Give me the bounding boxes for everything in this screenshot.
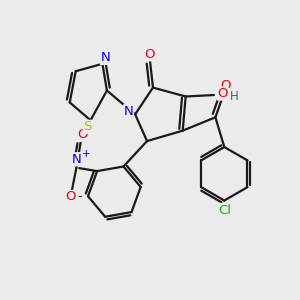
Text: Cl: Cl <box>218 203 231 217</box>
Text: O: O <box>77 128 88 141</box>
Text: N: N <box>71 153 81 166</box>
Text: -: - <box>78 190 82 203</box>
Text: O: O <box>218 87 228 100</box>
Text: N: N <box>124 105 134 118</box>
Text: O: O <box>220 79 231 92</box>
Text: H: H <box>230 90 239 103</box>
Text: O: O <box>145 48 155 61</box>
Text: S: S <box>83 120 92 133</box>
Text: O: O <box>65 190 76 203</box>
Text: N: N <box>100 51 110 64</box>
Text: +: + <box>82 149 91 159</box>
